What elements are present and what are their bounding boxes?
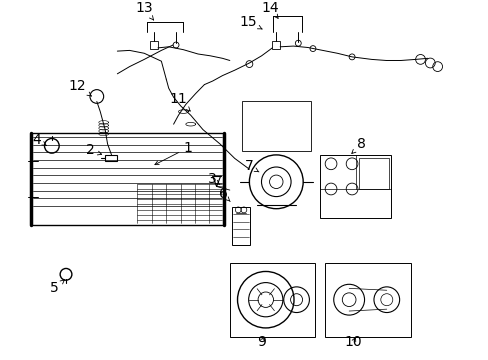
Text: 8: 8 [351, 137, 366, 153]
Text: 10: 10 [344, 335, 362, 349]
Bar [31, 133, 224, 225]
Bar [229, 263, 315, 337]
Text: 4: 4 [32, 133, 46, 147]
Text: 12: 12 [68, 79, 91, 96]
Bar [105, 155, 117, 161]
Bar [242, 101, 310, 151]
Text: 7: 7 [244, 159, 259, 173]
Text: 3: 3 [208, 172, 220, 186]
Text: 9: 9 [257, 335, 265, 349]
Bar [320, 155, 390, 218]
Text: 5: 5 [50, 280, 64, 295]
Text: 14: 14 [261, 1, 278, 18]
Text: 1: 1 [155, 141, 192, 165]
Text: 6: 6 [218, 188, 230, 202]
Bar [272, 41, 280, 49]
Bar [359, 158, 388, 189]
Bar [231, 207, 250, 245]
Text: 2: 2 [86, 144, 102, 157]
Text: 13: 13 [135, 1, 153, 20]
Text: 11: 11 [169, 92, 190, 111]
Bar [150, 41, 158, 49]
Bar [325, 263, 410, 337]
Text: 15: 15 [239, 15, 262, 29]
